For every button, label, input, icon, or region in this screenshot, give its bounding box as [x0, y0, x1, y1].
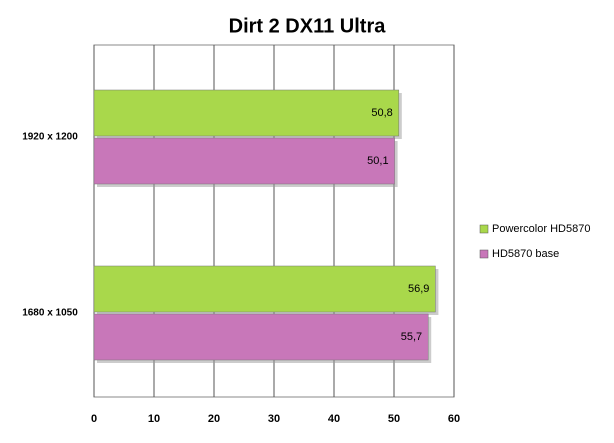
value-label: 56,9 — [408, 283, 429, 295]
chart-title: Dirt 2 DX11 Ultra — [229, 15, 387, 37]
bar — [93, 89, 400, 137]
legend-swatch — [479, 249, 489, 259]
x-tick-label: 50 — [388, 413, 400, 425]
x-tick-label: 20 — [208, 413, 220, 425]
x-tick-label: 10 — [148, 413, 160, 425]
x-tick-label: 60 — [448, 413, 460, 425]
legend-swatch — [479, 224, 489, 234]
x-tick-label: 30 — [268, 413, 280, 425]
value-label: 50,8 — [371, 107, 392, 119]
legend-label: HD5870 base — [492, 248, 559, 260]
value-label: 50,1 — [367, 155, 388, 167]
y-tick-label: 1920 x 1200 — [22, 132, 78, 143]
x-tick-label: 40 — [328, 413, 340, 425]
y-tick-label: 1680 x 1050 — [22, 308, 78, 319]
x-tick-label: 0 — [91, 413, 97, 425]
bar — [93, 137, 395, 185]
bar — [93, 313, 429, 361]
legend-label: Powercolor HD5870 — [492, 223, 590, 235]
bar — [93, 265, 436, 313]
value-label: 55,7 — [401, 331, 422, 343]
